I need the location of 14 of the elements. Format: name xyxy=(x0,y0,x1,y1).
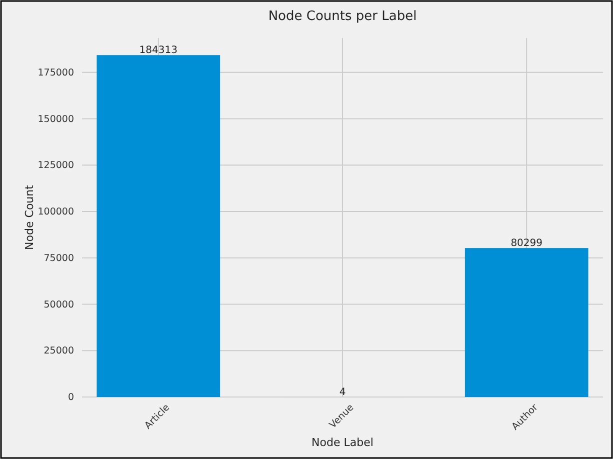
y-tick-label: 125000 xyxy=(38,160,74,172)
y-tick-label: 150000 xyxy=(38,114,74,125)
data-label: 80299 xyxy=(510,238,543,250)
y-tick-label: 75000 xyxy=(44,252,74,264)
y-tick-label: 50000 xyxy=(44,299,74,310)
data-label: 184313 xyxy=(139,45,178,56)
y-tick-label: 100000 xyxy=(38,206,74,218)
data-label: 4 xyxy=(339,386,346,398)
chart-title: Node Counts per Label xyxy=(268,9,417,24)
y-axis-title: Node Count xyxy=(23,184,36,250)
y-tick-label: 0 xyxy=(68,392,74,404)
x-axis-title: Node Label xyxy=(312,436,374,449)
y-tick-label: 25000 xyxy=(44,346,74,357)
y-tick-label: 175000 xyxy=(38,67,74,78)
